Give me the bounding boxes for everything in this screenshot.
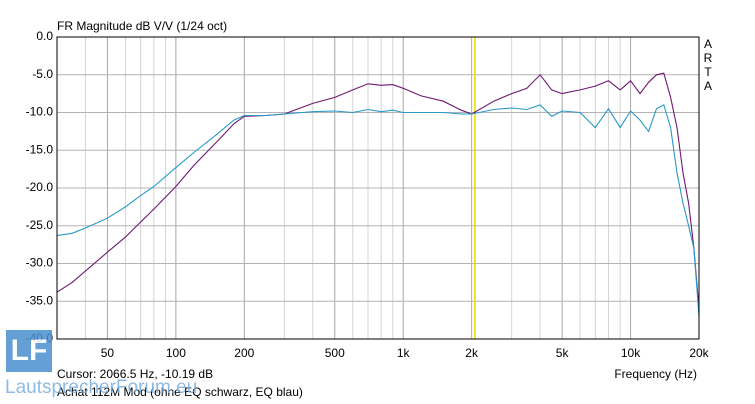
side-letter: A: [704, 37, 712, 51]
watermark: LF LautsprecherForum.eu: [5, 330, 197, 398]
series-line: [56, 104, 700, 317]
y-tick-label: -35.0: [26, 293, 54, 307]
y-tick-label: -25.0: [26, 218, 54, 232]
x-tick-label: 2k: [465, 346, 479, 360]
y-tick-label: -10.0: [26, 105, 54, 119]
series-line: [56, 72, 700, 309]
x-tick-label: 10k: [621, 346, 641, 360]
y-tick-label: -5.0: [32, 67, 53, 81]
side-letter: A: [704, 79, 712, 93]
cursor-readout: Cursor: 2066.5 Hz, -10.19 dB: [57, 367, 213, 381]
chart-title: FR Magnitude dB V/V (1/24 oct): [57, 19, 227, 33]
x-tick-label: 500: [325, 346, 345, 360]
x-tick-label: 5k: [556, 346, 570, 360]
x-tick-label: 50: [101, 346, 115, 360]
x-tick-label: 100: [166, 346, 186, 360]
y-tick-label: 0.0: [36, 29, 53, 43]
side-letter: R: [704, 51, 713, 65]
watermark-text: LautsprecherForum.eu: [5, 377, 197, 398]
caption: Achat 112M Mod (ohne EQ schwarz, EQ blau…: [57, 385, 303, 399]
x-tick-label: 200: [234, 346, 254, 360]
logo-text: LF: [11, 334, 48, 367]
y-tick-label: -30.0: [26, 256, 54, 270]
y-tick-label: -15.0: [26, 142, 54, 156]
plot-area: 50 100 200 500 1k 2k 5k 10k 20k 0.0 -5.0 -10.0 -15.0…: [26, 29, 710, 360]
logo-box: [6, 330, 52, 372]
x-axis-label: Frequency (Hz): [614, 367, 697, 381]
x-tick-label: 1k: [397, 346, 411, 360]
x-tick-label: 20k: [689, 346, 709, 360]
side-letter: T: [704, 65, 712, 79]
y-tick-label: -20.0: [26, 180, 54, 194]
plot-border: [56, 36, 700, 340]
